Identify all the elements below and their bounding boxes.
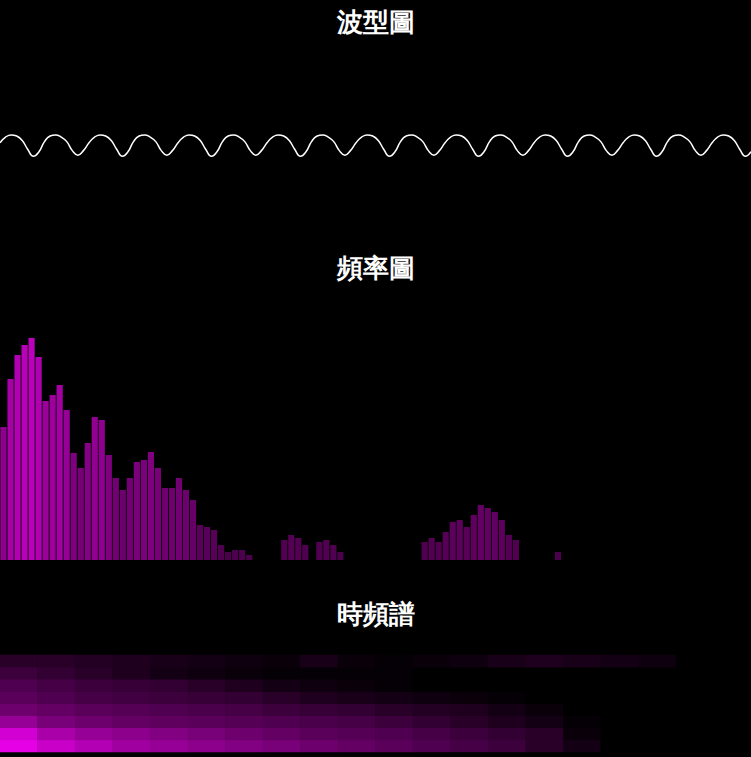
svg-text:時頻譜: 時頻譜 (337, 599, 415, 629)
svg-text:頻率圖: 頻率圖 (336, 253, 415, 283)
svg-text:波型圖: 波型圖 (336, 7, 415, 37)
